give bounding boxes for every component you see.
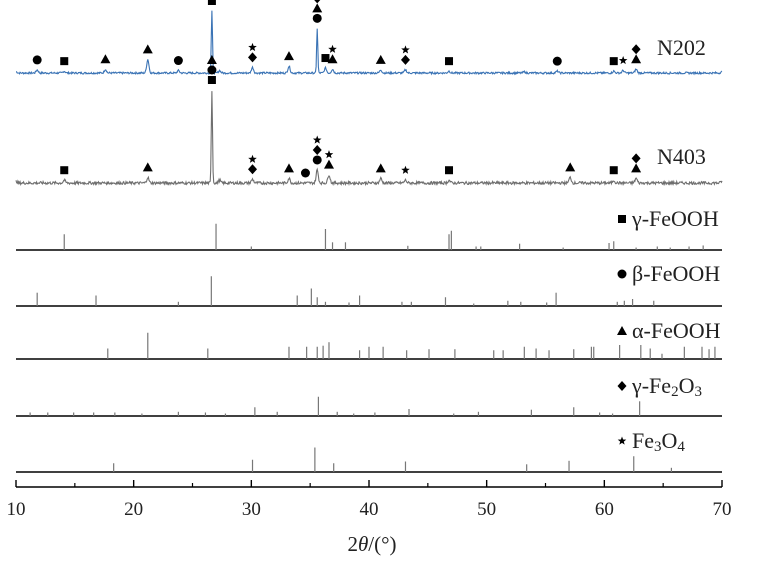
reference-4: γ-Fe2O3: [16, 373, 722, 417]
star-marker: [328, 44, 337, 53]
circle-marker: [312, 155, 322, 165]
triangle-marker: [375, 54, 386, 64]
triangle-marker: [327, 54, 338, 64]
label-text: α-FeOOH: [632, 318, 721, 343]
star-marker: [618, 56, 628, 65]
square-marker: [445, 57, 454, 66]
square-marker: [60, 166, 69, 175]
x-axis-title: 2θ/(°): [347, 532, 396, 556]
reference-label: Fe3O4: [632, 428, 685, 455]
triangle-marker: [631, 54, 642, 64]
triangle-marker: [283, 163, 294, 173]
reference-1: γ-FeOOH: [16, 206, 722, 251]
circle-marker: [617, 269, 627, 279]
label-subscript: 3: [694, 384, 702, 400]
x-tick-label: 20: [124, 499, 143, 520]
diamond-marker: [617, 381, 627, 391]
series-line: [16, 10, 723, 76]
x-axis-title-part-1: 2: [347, 532, 358, 556]
triangle-marker: [283, 51, 294, 61]
square-marker: [609, 57, 618, 66]
circle-marker: [173, 56, 183, 66]
circle-marker: [207, 65, 217, 75]
diamond-marker: [248, 164, 258, 175]
diamond-marker: [314, 0, 321, 4]
x-axis-title-theta: θ: [358, 532, 368, 556]
label-subscript: 4: [677, 439, 685, 455]
reference-2: β-FeOOH: [16, 261, 722, 307]
square-marker: [445, 166, 454, 175]
triangle-marker: [142, 44, 153, 54]
series-label: N403: [657, 144, 706, 169]
triangle-marker: [565, 162, 576, 172]
x-tick-label: 60: [595, 499, 614, 520]
circle-marker: [552, 56, 562, 66]
square-marker: [207, 0, 216, 5]
star-marker: [324, 150, 334, 159]
triangle-marker: [100, 54, 111, 64]
star-marker: [401, 165, 410, 174]
sample-patterns: N202 N403: [15, 0, 723, 187]
x-axis: 10 20 30 40 50 60 70: [7, 480, 732, 520]
reference-5: Fe3O4: [16, 428, 722, 473]
star-marker: [617, 436, 627, 445]
star-marker: [248, 42, 257, 52]
diamond-marker: [248, 52, 258, 63]
series-n202: N202: [16, 0, 723, 76]
x-tick-label: 10: [7, 499, 26, 520]
circle-marker: [312, 13, 322, 23]
triangle-marker: [312, 3, 323, 13]
x-axis-title-unit: /(°): [368, 532, 396, 556]
triangle-marker: [631, 163, 642, 173]
star-marker: [401, 45, 410, 54]
square-marker: [618, 215, 626, 223]
square-marker: [207, 76, 216, 84]
diamond-marker: [631, 153, 641, 164]
square-marker: [609, 166, 618, 175]
square-marker: [60, 57, 69, 66]
triangle-marker: [617, 326, 627, 335]
series-line: [15, 91, 723, 187]
series-n403: N403: [15, 55, 723, 187]
label-text: O: [662, 428, 678, 453]
reference-label: α-FeOOH: [632, 318, 721, 343]
circle-marker: [300, 168, 310, 178]
triangle-marker: [142, 162, 153, 172]
triangle-marker: [323, 159, 334, 169]
label-text: O: [679, 373, 695, 398]
label-subscript: 3: [654, 439, 662, 455]
diamond-marker: [400, 54, 410, 65]
label-text: β-FeOOH: [632, 261, 720, 286]
reference-label: γ-Fe2O3: [631, 373, 702, 400]
star-marker: [312, 135, 322, 144]
label-text: Fe: [632, 428, 654, 453]
x-tick-label: 40: [360, 499, 379, 520]
label-text: γ-FeOOH: [631, 206, 719, 231]
diamond-marker: [631, 44, 641, 55]
label-subscript: 2: [671, 384, 679, 400]
reference-label: β-FeOOH: [632, 261, 720, 286]
square-marker: [321, 54, 330, 63]
reference-3: α-FeOOH: [16, 318, 722, 360]
diamond-marker: [312, 144, 322, 155]
star-marker: [248, 154, 257, 163]
circle-marker: [32, 55, 42, 65]
triangle-marker: [375, 163, 386, 173]
label-text: γ-Fe: [631, 373, 671, 398]
triangle-marker: [206, 55, 217, 64]
series-label: N202: [657, 35, 706, 60]
x-tick-label: 50: [477, 499, 496, 520]
reference-label: γ-FeOOH: [631, 206, 719, 231]
x-tick-label: 70: [713, 499, 732, 520]
x-tick-label: 30: [242, 499, 261, 520]
